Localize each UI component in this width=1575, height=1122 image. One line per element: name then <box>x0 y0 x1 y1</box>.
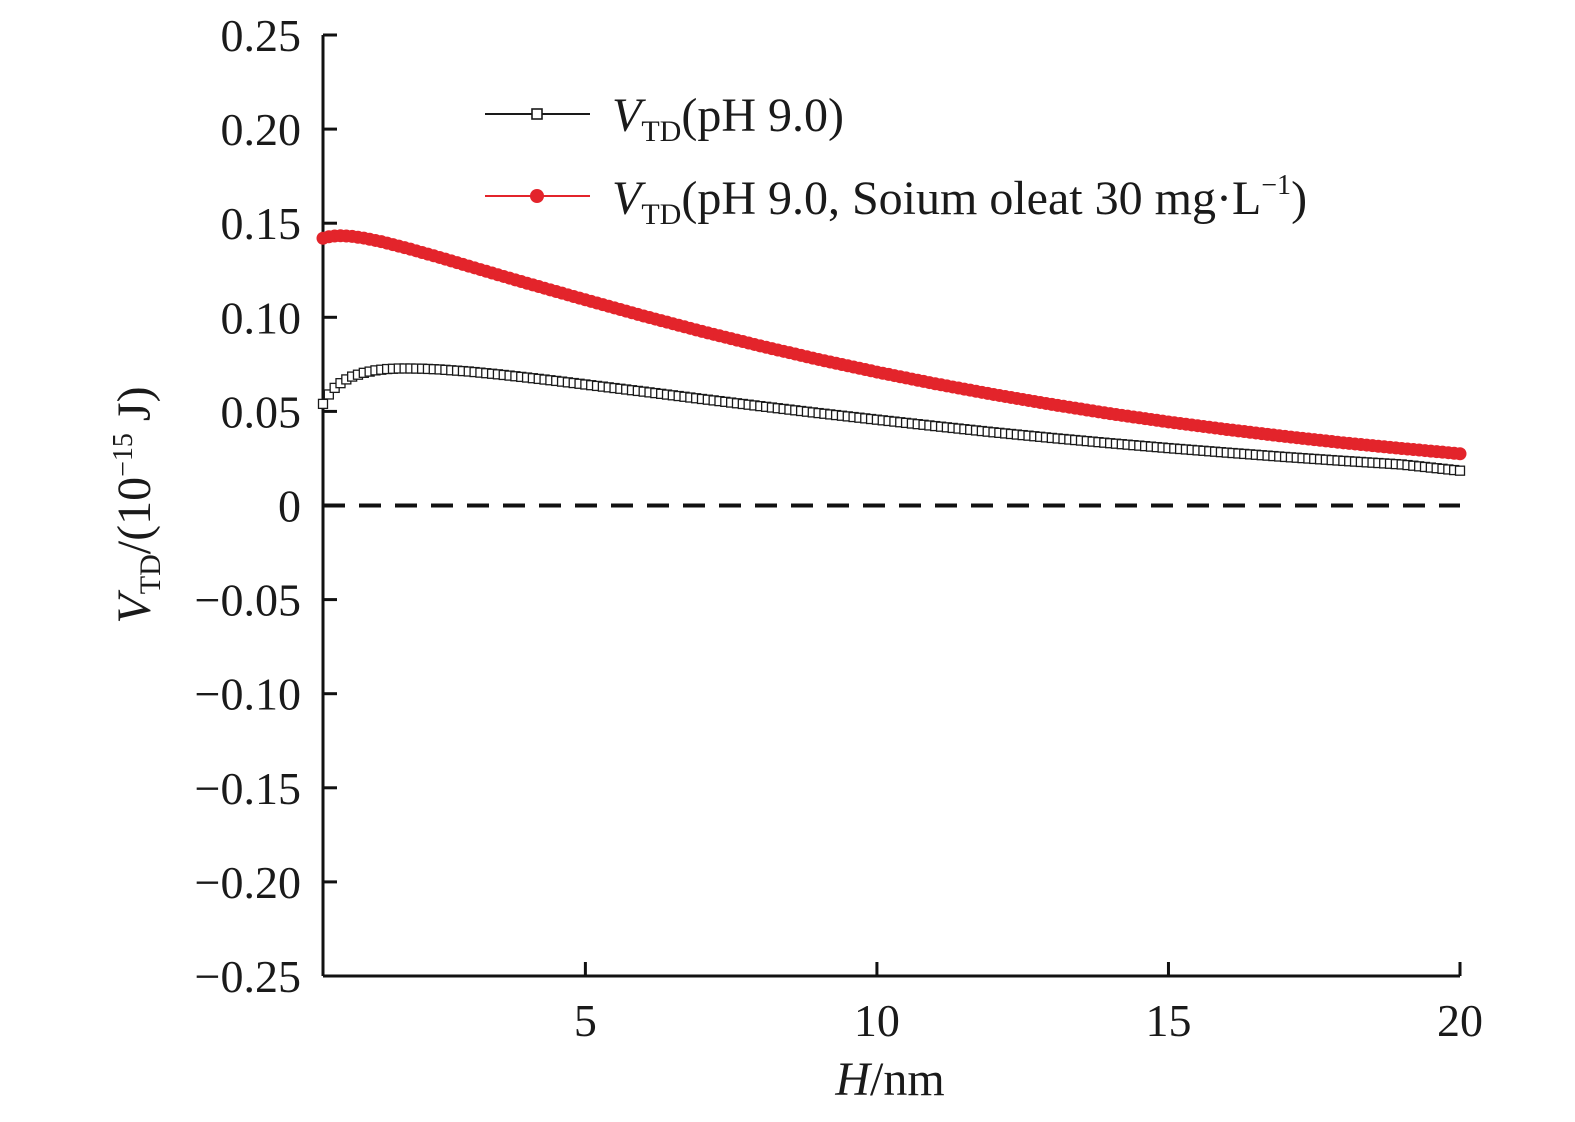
y-tick-label: 0.20 <box>221 104 302 155</box>
legend-marker-filled-circle <box>530 189 544 203</box>
series-pH9 <box>317 363 1466 476</box>
y-axis-rest: /(10 <box>108 477 161 554</box>
data-point <box>1453 447 1467 461</box>
legend-label-oleate: VTD(pH 9.0, Soium oleat 30 mg·L−1) <box>612 170 1307 231</box>
y-axis-sub: TD <box>134 554 167 594</box>
series-oleate <box>316 229 1467 461</box>
y-tick-label: 0.05 <box>221 386 302 437</box>
y-tick-label: −0.15 <box>195 763 301 814</box>
x-tick-label: 20 <box>1437 995 1483 1046</box>
y-axis-title: VTD/(10−15 J) <box>108 386 167 623</box>
x-axis-title: H/nm <box>834 1053 944 1106</box>
y-tick-label: 0.25 <box>221 10 302 61</box>
data-point <box>317 398 329 410</box>
y-axis-sup: −15 <box>108 433 139 477</box>
y-tick-label: −0.20 <box>195 857 301 908</box>
data-point <box>1454 465 1466 476</box>
y-axis-ticks: −0.25 −0.20 −0.15 −0.10 −0.05 0 0.05 0.10 0.15 0.… <box>195 10 337 1002</box>
y-tick-label: 0 <box>278 481 301 532</box>
y-tick-label: −0.25 <box>195 951 301 1002</box>
x-axis-ticks: 5 10 15 20 <box>574 962 1483 1046</box>
y-tick-label: −0.10 <box>195 669 301 720</box>
legend-item-pH9: VTD(pH 9.0) <box>485 89 844 148</box>
legend-marker-open-square <box>531 108 543 120</box>
x-axis-var: H <box>834 1053 872 1106</box>
y-tick-label: 0.15 <box>221 198 302 249</box>
y-axis-var: V <box>108 590 161 624</box>
y-tick-label: 0.10 <box>221 292 302 343</box>
legend: VTD(pH 9.0) VTD(pH 9.0, Soium oleat 30 m… <box>485 89 1307 231</box>
legend-label-pH9: VTD(pH 9.0) <box>612 89 844 148</box>
legend-item-oleate: VTD(pH 9.0, Soium oleat 30 mg·L−1) <box>485 170 1307 231</box>
y-tick-label: −0.05 <box>195 575 301 626</box>
x-axis-unit: /nm <box>870 1053 945 1106</box>
x-tick-label: 15 <box>1145 995 1191 1046</box>
x-tick-label: 5 <box>574 995 597 1046</box>
data-point <box>323 389 334 400</box>
x-tick-label: 10 <box>854 995 900 1046</box>
y-axis-end: J) <box>108 386 161 433</box>
plot-area: −0.25 −0.20 −0.15 −0.10 −0.05 0 0.05 0.10 0.15 0.… <box>195 10 1483 1046</box>
series-layer <box>316 229 1467 476</box>
